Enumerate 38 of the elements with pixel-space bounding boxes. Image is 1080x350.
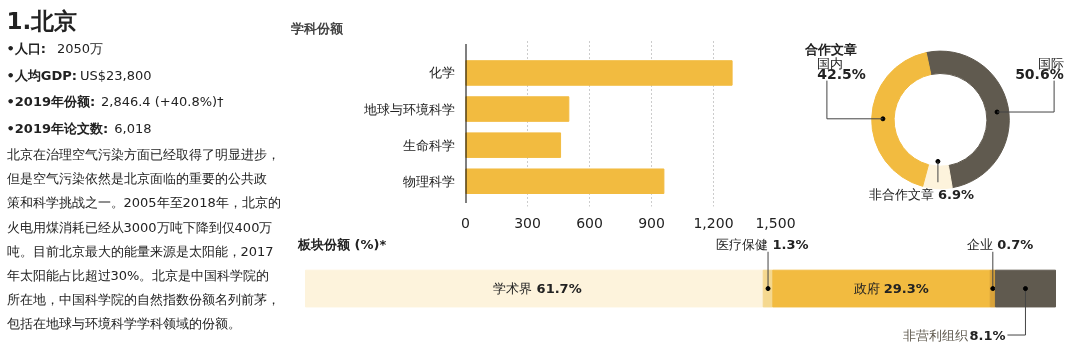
text: •人口: 2050万 — [6, 41, 104, 56]
y-tick-label: 物理科学 — [402, 173, 455, 189]
bar — [465, 96, 570, 122]
chart-title: 合作文章 — [803, 41, 857, 57]
text: 学科份额 — [290, 20, 344, 36]
y-tick-label: 化学 — [428, 65, 455, 81]
text: •2019年论文数: 6,018 — [6, 120, 152, 136]
y-tick-label: 生命科学 — [402, 137, 455, 153]
x-tick-label: 1,500 — [755, 214, 796, 231]
series-label: 学术界 — [493, 281, 533, 297]
text: •2019年份额: 2,846.4 (+40.8%)† — [6, 94, 225, 109]
bar — [994, 269, 1056, 308]
bar — [465, 60, 733, 86]
series-label: 医疗保健 — [716, 236, 769, 252]
data-label: 1.3% — [772, 236, 809, 252]
x-tick-label: 900 — [638, 214, 665, 231]
slice-label: 非合作文章 — [868, 187, 934, 203]
data-label: 61.7% — [536, 281, 582, 297]
x-tick-label: 1,200 — [693, 214, 734, 231]
series-label: 政府 — [853, 281, 880, 297]
x-tick-label: 0 — [461, 214, 470, 231]
text: 非营利组织 — [903, 327, 969, 343]
text: 北京在治理空气污染方面已经取得了明显进步，但是空气污染依然是北京面临的重要的公共政策和科学挑战之一。2005年至2018年，北京的火电用煤消耗已经从3000万吨下降到仅400万吨。目前北京最大的能量来源是太阳能，2017年太阳能占比超过30%。北京是中国科学院的所在地，中国科学院的自然指数份额名列前茅，包括在地球与环境科学学科领域的份额。 — [6, 147, 281, 332]
y-tick-label: 地球与环境科学 — [362, 101, 455, 117]
chart-title: 板块份额 (%)* — [297, 236, 387, 252]
bar — [305, 269, 764, 308]
bar — [772, 269, 991, 308]
bar — [465, 132, 562, 158]
x-tick-label: 300 — [514, 214, 541, 231]
data-label: 0.7% — [997, 236, 1034, 252]
data-label: 8.1% — [969, 327, 1006, 343]
bar — [465, 168, 665, 195]
x-tick-label: 600 — [576, 214, 603, 231]
text: •人均GDP: US$23,800 — [6, 67, 152, 83]
data-label: 6.9% — [937, 187, 974, 203]
series-label: 企业 — [967, 236, 994, 252]
data-label: 29.3% — [883, 281, 929, 297]
text: 1.北京 — [6, 7, 78, 34]
